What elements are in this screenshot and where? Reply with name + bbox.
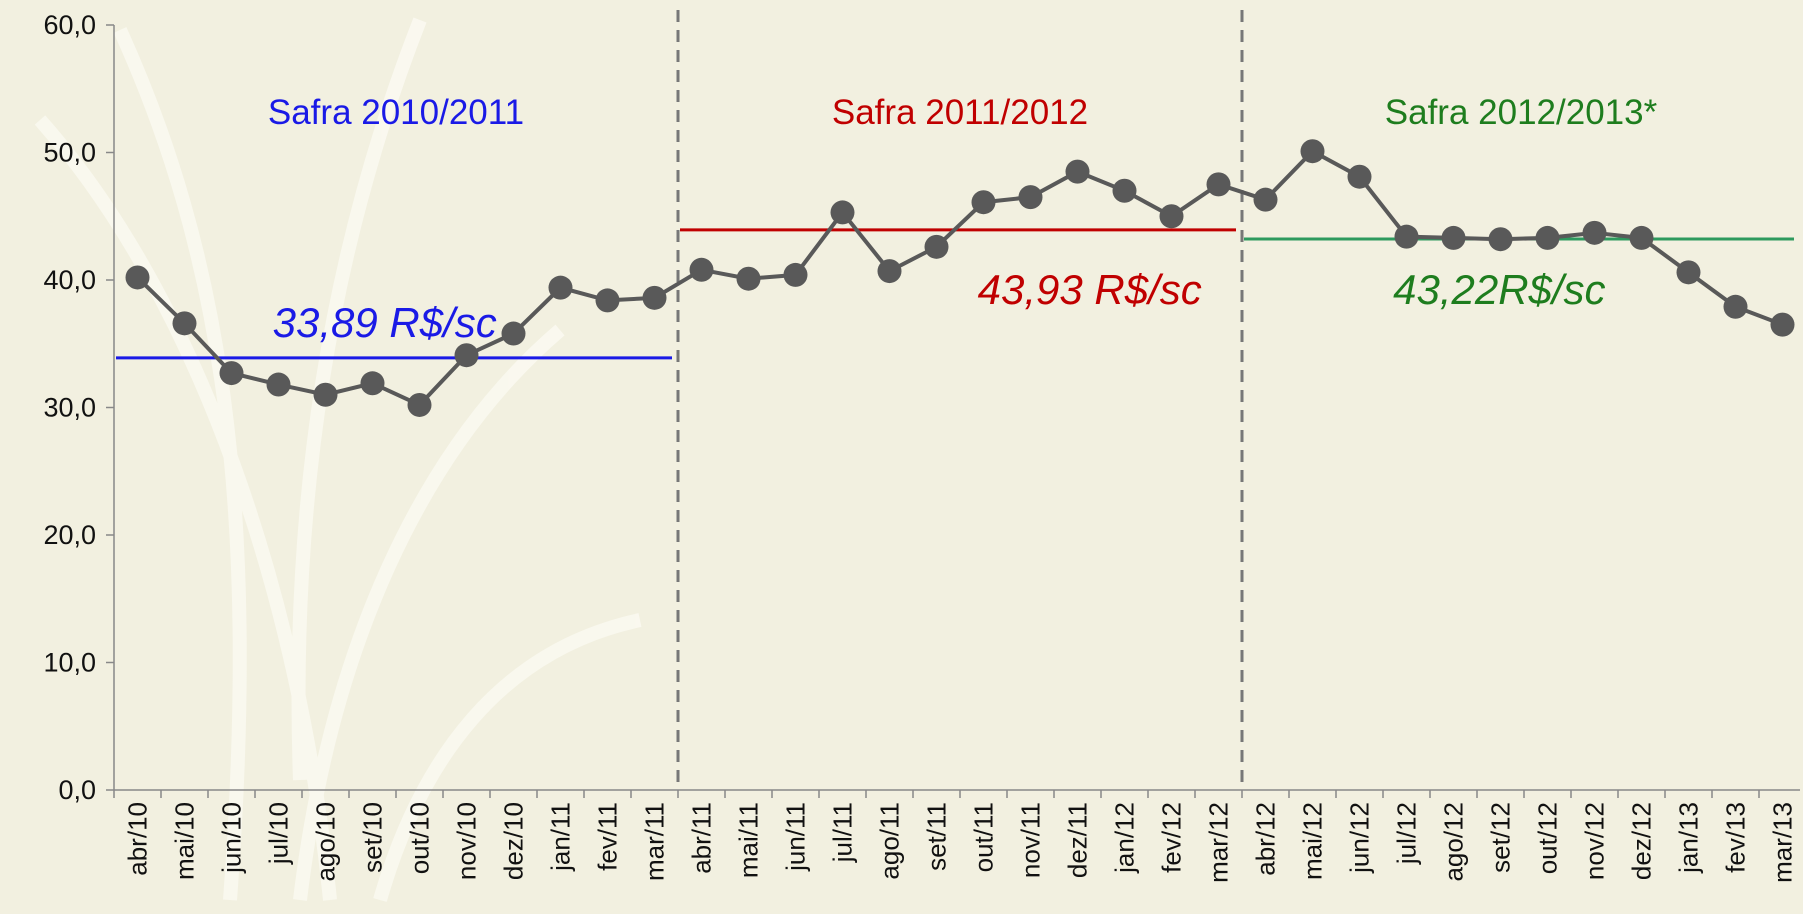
data-point (1489, 227, 1513, 251)
x-tick-label: mai/11 (734, 802, 764, 878)
x-tick-label: jul/12 (1392, 802, 1422, 865)
y-tick-label: 20,0 (43, 520, 96, 550)
period-label: Safra 2010/2011 (268, 93, 524, 132)
x-tick-label: mai/10 (170, 802, 200, 880)
x-tick-label: set/10 (358, 802, 388, 873)
data-point (1348, 165, 1372, 189)
data-point (1442, 226, 1466, 250)
average-label: 43,93 R$/sc (978, 266, 1202, 313)
data-point (361, 371, 385, 395)
data-point (502, 322, 526, 346)
data-point (1207, 172, 1231, 196)
x-tick-label: mar/11 (640, 802, 670, 881)
x-tick-label: dez/12 (1627, 802, 1657, 880)
data-point (173, 311, 197, 335)
x-tick-label: jan/11 (546, 802, 576, 872)
background-leaves (40, 20, 640, 900)
data-point (455, 343, 479, 367)
data-point (408, 393, 432, 417)
x-tick-label: dez/11 (1063, 802, 1093, 878)
x-tick-label: ago/11 (875, 802, 905, 880)
data-point (1536, 226, 1560, 250)
y-tick-label: 50,0 (43, 138, 96, 168)
x-tick-label: fev/12 (1157, 802, 1187, 873)
x-tick-label: nov/11 (1016, 802, 1046, 878)
x-tick-label: jun/10 (217, 802, 247, 874)
page: {"chart_data": {"type": "line", "categor… (0, 0, 1803, 914)
data-point (267, 373, 291, 397)
x-tick-label: jan/13 (1674, 802, 1704, 874)
x-tick-label: mai/12 (1298, 802, 1328, 880)
data-point (126, 265, 150, 289)
x-tick-label: abr/11 (687, 802, 717, 874)
average-label: 33,89 R$/sc (273, 299, 497, 346)
data-point (596, 288, 620, 312)
x-tick-label: out/11 (969, 802, 999, 872)
x-tick-label: fev/11 (593, 802, 623, 871)
x-tick-label: jan/12 (1110, 802, 1140, 874)
data-point (1395, 225, 1419, 249)
data-point (1771, 313, 1795, 337)
x-tick-label: abr/10 (123, 802, 153, 876)
y-tick-label: 40,0 (43, 265, 96, 295)
data-point (972, 190, 996, 214)
data-point (1160, 204, 1184, 228)
data-point (314, 383, 338, 407)
x-tick-label: fev/13 (1721, 802, 1751, 873)
x-tick-label: set/12 (1486, 802, 1516, 873)
x-tick-label: ago/10 (311, 802, 341, 882)
data-point (220, 361, 244, 385)
data-point (925, 235, 949, 259)
data-point (1254, 188, 1278, 212)
data-point (1724, 295, 1748, 319)
data-point (737, 267, 761, 291)
data-point (643, 286, 667, 310)
data-point (1066, 160, 1090, 184)
x-tick-label: set/11 (922, 802, 952, 871)
x-tick-label: out/10 (405, 802, 435, 874)
data-point (1630, 226, 1654, 250)
y-tick-label: 30,0 (43, 393, 96, 423)
x-tick-label: jul/11 (828, 802, 858, 863)
data-point (1677, 260, 1701, 284)
data-point (1113, 179, 1137, 203)
x-tick-label: jun/11 (781, 802, 811, 872)
x-tick-label: mar/13 (1768, 802, 1798, 883)
data-point (1583, 221, 1607, 245)
x-tick-label: abr/12 (1251, 802, 1281, 876)
data-point (1019, 185, 1043, 209)
data-point (690, 258, 714, 282)
x-tick-label: jun/12 (1345, 802, 1375, 874)
data-point (1301, 139, 1325, 163)
data-point (549, 276, 573, 300)
period-label: Safra 2011/2012 (832, 93, 1088, 132)
data-point (784, 263, 808, 287)
x-tick-label: out/12 (1533, 802, 1563, 874)
x-tick-label: mar/12 (1204, 802, 1234, 883)
data-point (831, 200, 855, 224)
x-tick-label: nov/12 (1580, 802, 1610, 880)
chart: 0,0 10,0 20,0 30,0 40,0 50,0 60,0 abr/10 mai/10 j… (0, 0, 1803, 914)
y-tick-label: 0,0 (58, 775, 96, 805)
x-tick-label: dez/10 (499, 802, 529, 880)
y-tick-label: 60,0 (43, 10, 96, 40)
x-tick-label: nov/10 (452, 802, 482, 880)
data-point (878, 259, 902, 283)
x-tick-label: ago/12 (1439, 802, 1469, 882)
period-label: Safra 2012/2013* (1385, 93, 1658, 132)
x-tick-label: jul/10 (264, 802, 294, 865)
y-tick-label: 10,0 (43, 648, 96, 678)
average-label: 43,22R$/sc (1393, 266, 1605, 313)
